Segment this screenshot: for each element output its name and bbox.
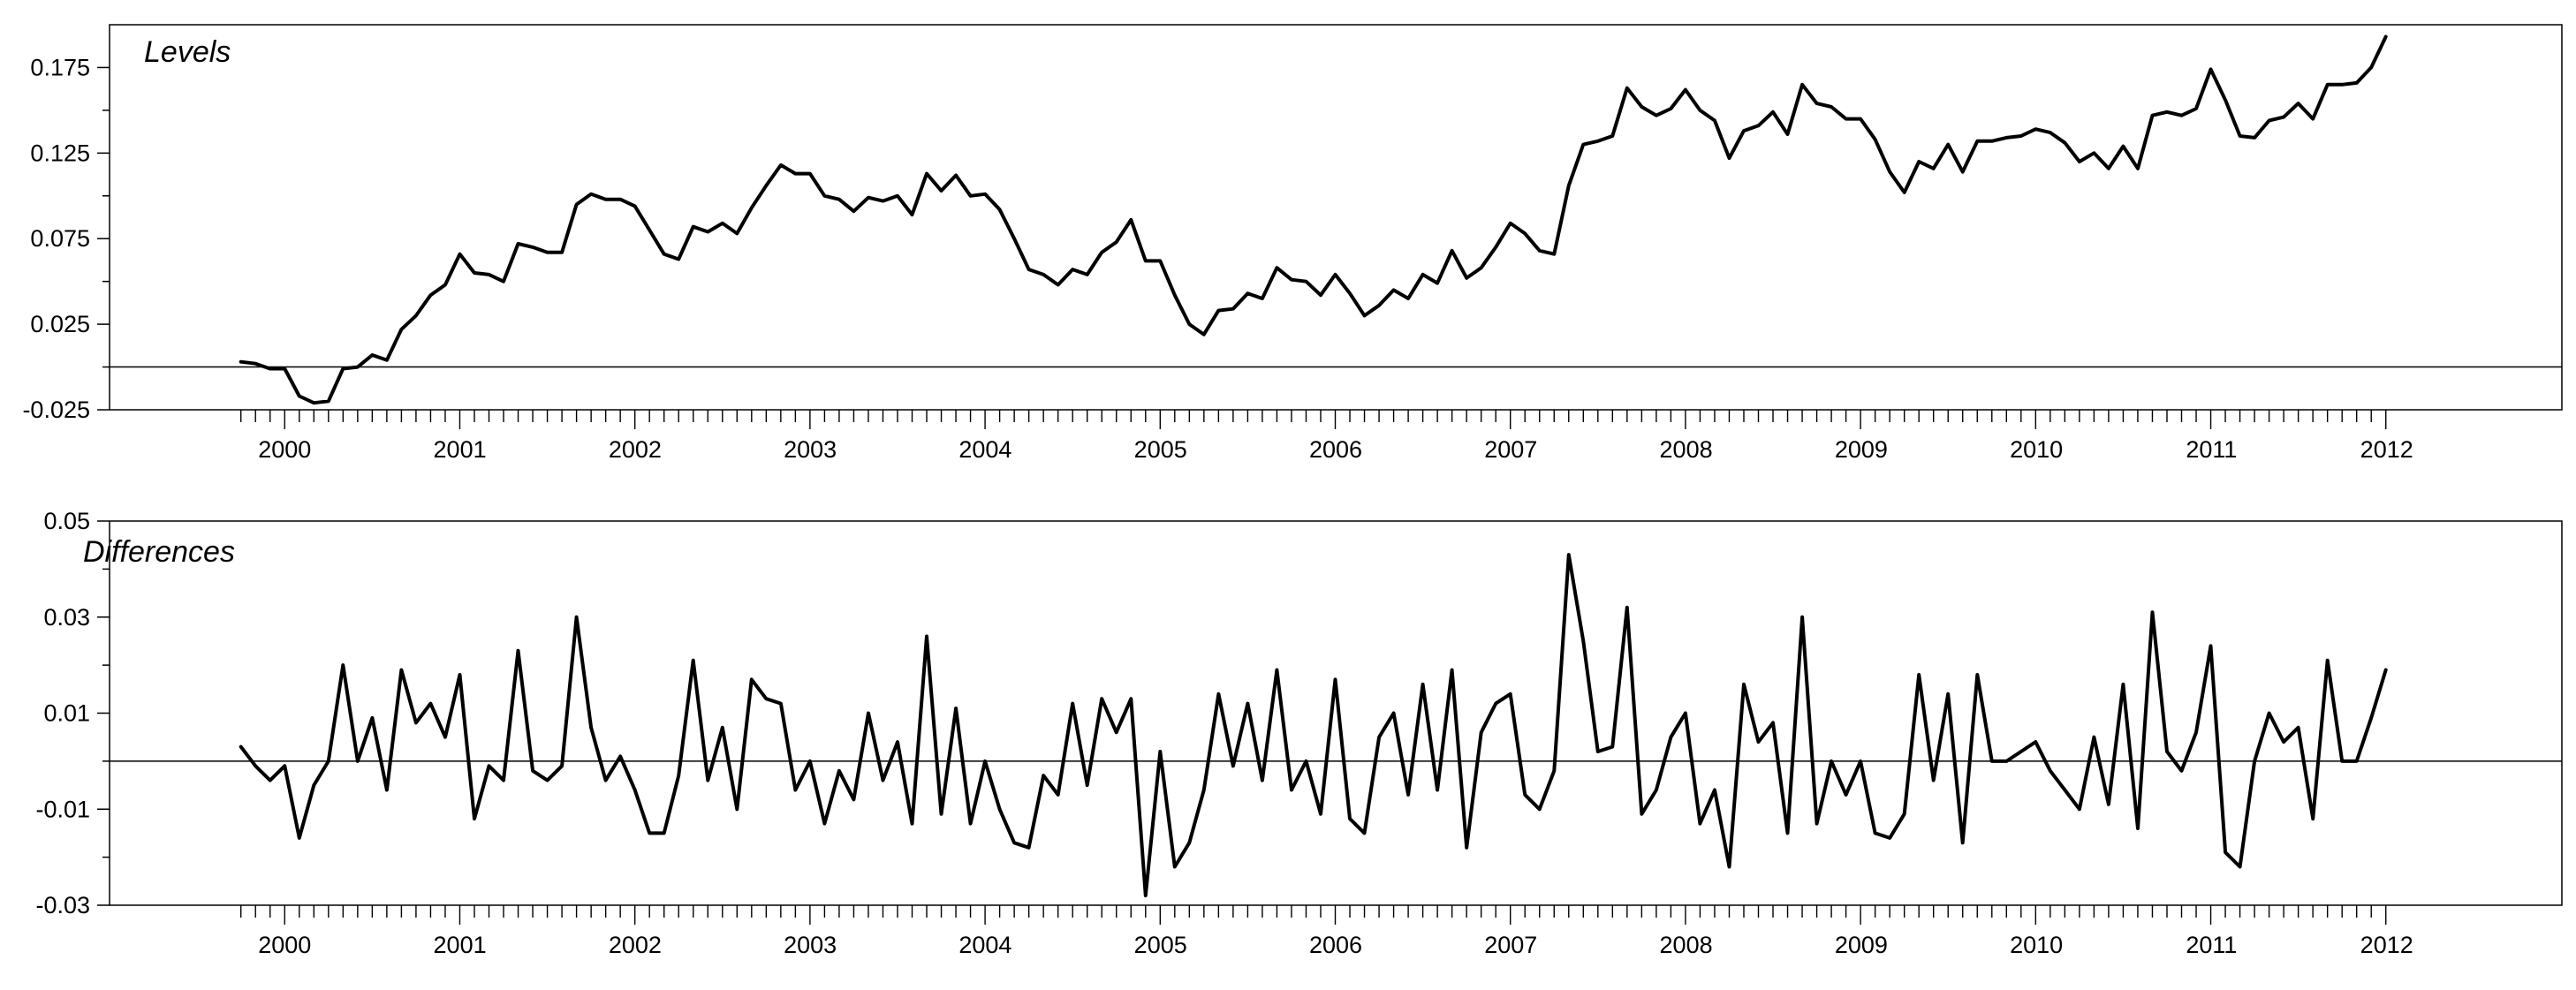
- x-tick-label: 2004: [958, 932, 1011, 958]
- x-tick-label: 2008: [1660, 932, 1713, 958]
- x-tick-label: 2003: [784, 436, 837, 463]
- chart-panel-1: -0.025 0.025 0.075 0.125 0.175 2000 2001 2002 20…: [22, 24, 2563, 463]
- y-tick-label: -0.025: [22, 397, 90, 423]
- x-tick-label: 2012: [2360, 436, 2413, 463]
- x-tick-label: 2010: [2010, 932, 2063, 958]
- x-tick-label: 2008: [1660, 436, 1713, 463]
- x-tick-label: 2006: [1309, 436, 1362, 463]
- y-tick-label: 0.125: [30, 140, 90, 166]
- x-tick-label: 2000: [258, 436, 311, 463]
- x-tick-label: 2005: [1134, 436, 1187, 463]
- chart-panel-2: -0.03 -0.01 0.01 0.03 0.05 2000 2001 2002 2003 20…: [35, 508, 2563, 958]
- y-tick-label: 0.025: [30, 311, 90, 337]
- x-tick-label: 2003: [784, 932, 837, 958]
- y-tick-label: 0.175: [30, 54, 90, 80]
- x-tick-label: 2009: [1835, 436, 1888, 463]
- x-tick-label: 2002: [609, 932, 662, 958]
- x-tick-label: 2010: [2010, 436, 2063, 463]
- x-tick-label: 2005: [1134, 932, 1187, 958]
- y-tick-label: 0.01: [43, 700, 90, 727]
- x-tick-label: 2012: [2360, 932, 2413, 958]
- x-tick-label: 2011: [2186, 436, 2237, 463]
- panel-title: Differences: [83, 535, 235, 569]
- x-tick-label: 2006: [1309, 932, 1362, 958]
- x-tick-label: 2007: [1484, 436, 1537, 463]
- x-tick-label: 2011: [2186, 932, 2237, 958]
- y-tick-label: -0.03: [35, 892, 90, 918]
- series-line: [239, 34, 2388, 405]
- x-tick-label: 2004: [958, 436, 1011, 463]
- y-tick-label: 0.05: [43, 508, 90, 534]
- plot-frame: [109, 520, 2563, 906]
- series-line: [239, 553, 2388, 898]
- x-tick-label: 2000: [258, 932, 311, 958]
- x-tick-label: 2002: [609, 436, 662, 463]
- x-tick-label: 2001: [434, 932, 487, 958]
- y-tick-label: 0.03: [43, 604, 90, 631]
- y-tick-label: -0.01: [35, 796, 90, 822]
- panel-title: Levels: [144, 35, 231, 69]
- x-tick-label: 2009: [1835, 932, 1888, 958]
- y-tick-label: 0.075: [30, 225, 90, 252]
- plot-frame: [109, 24, 2563, 411]
- x-tick-label: 2007: [1484, 932, 1537, 958]
- x-tick-label: 2001: [434, 436, 487, 463]
